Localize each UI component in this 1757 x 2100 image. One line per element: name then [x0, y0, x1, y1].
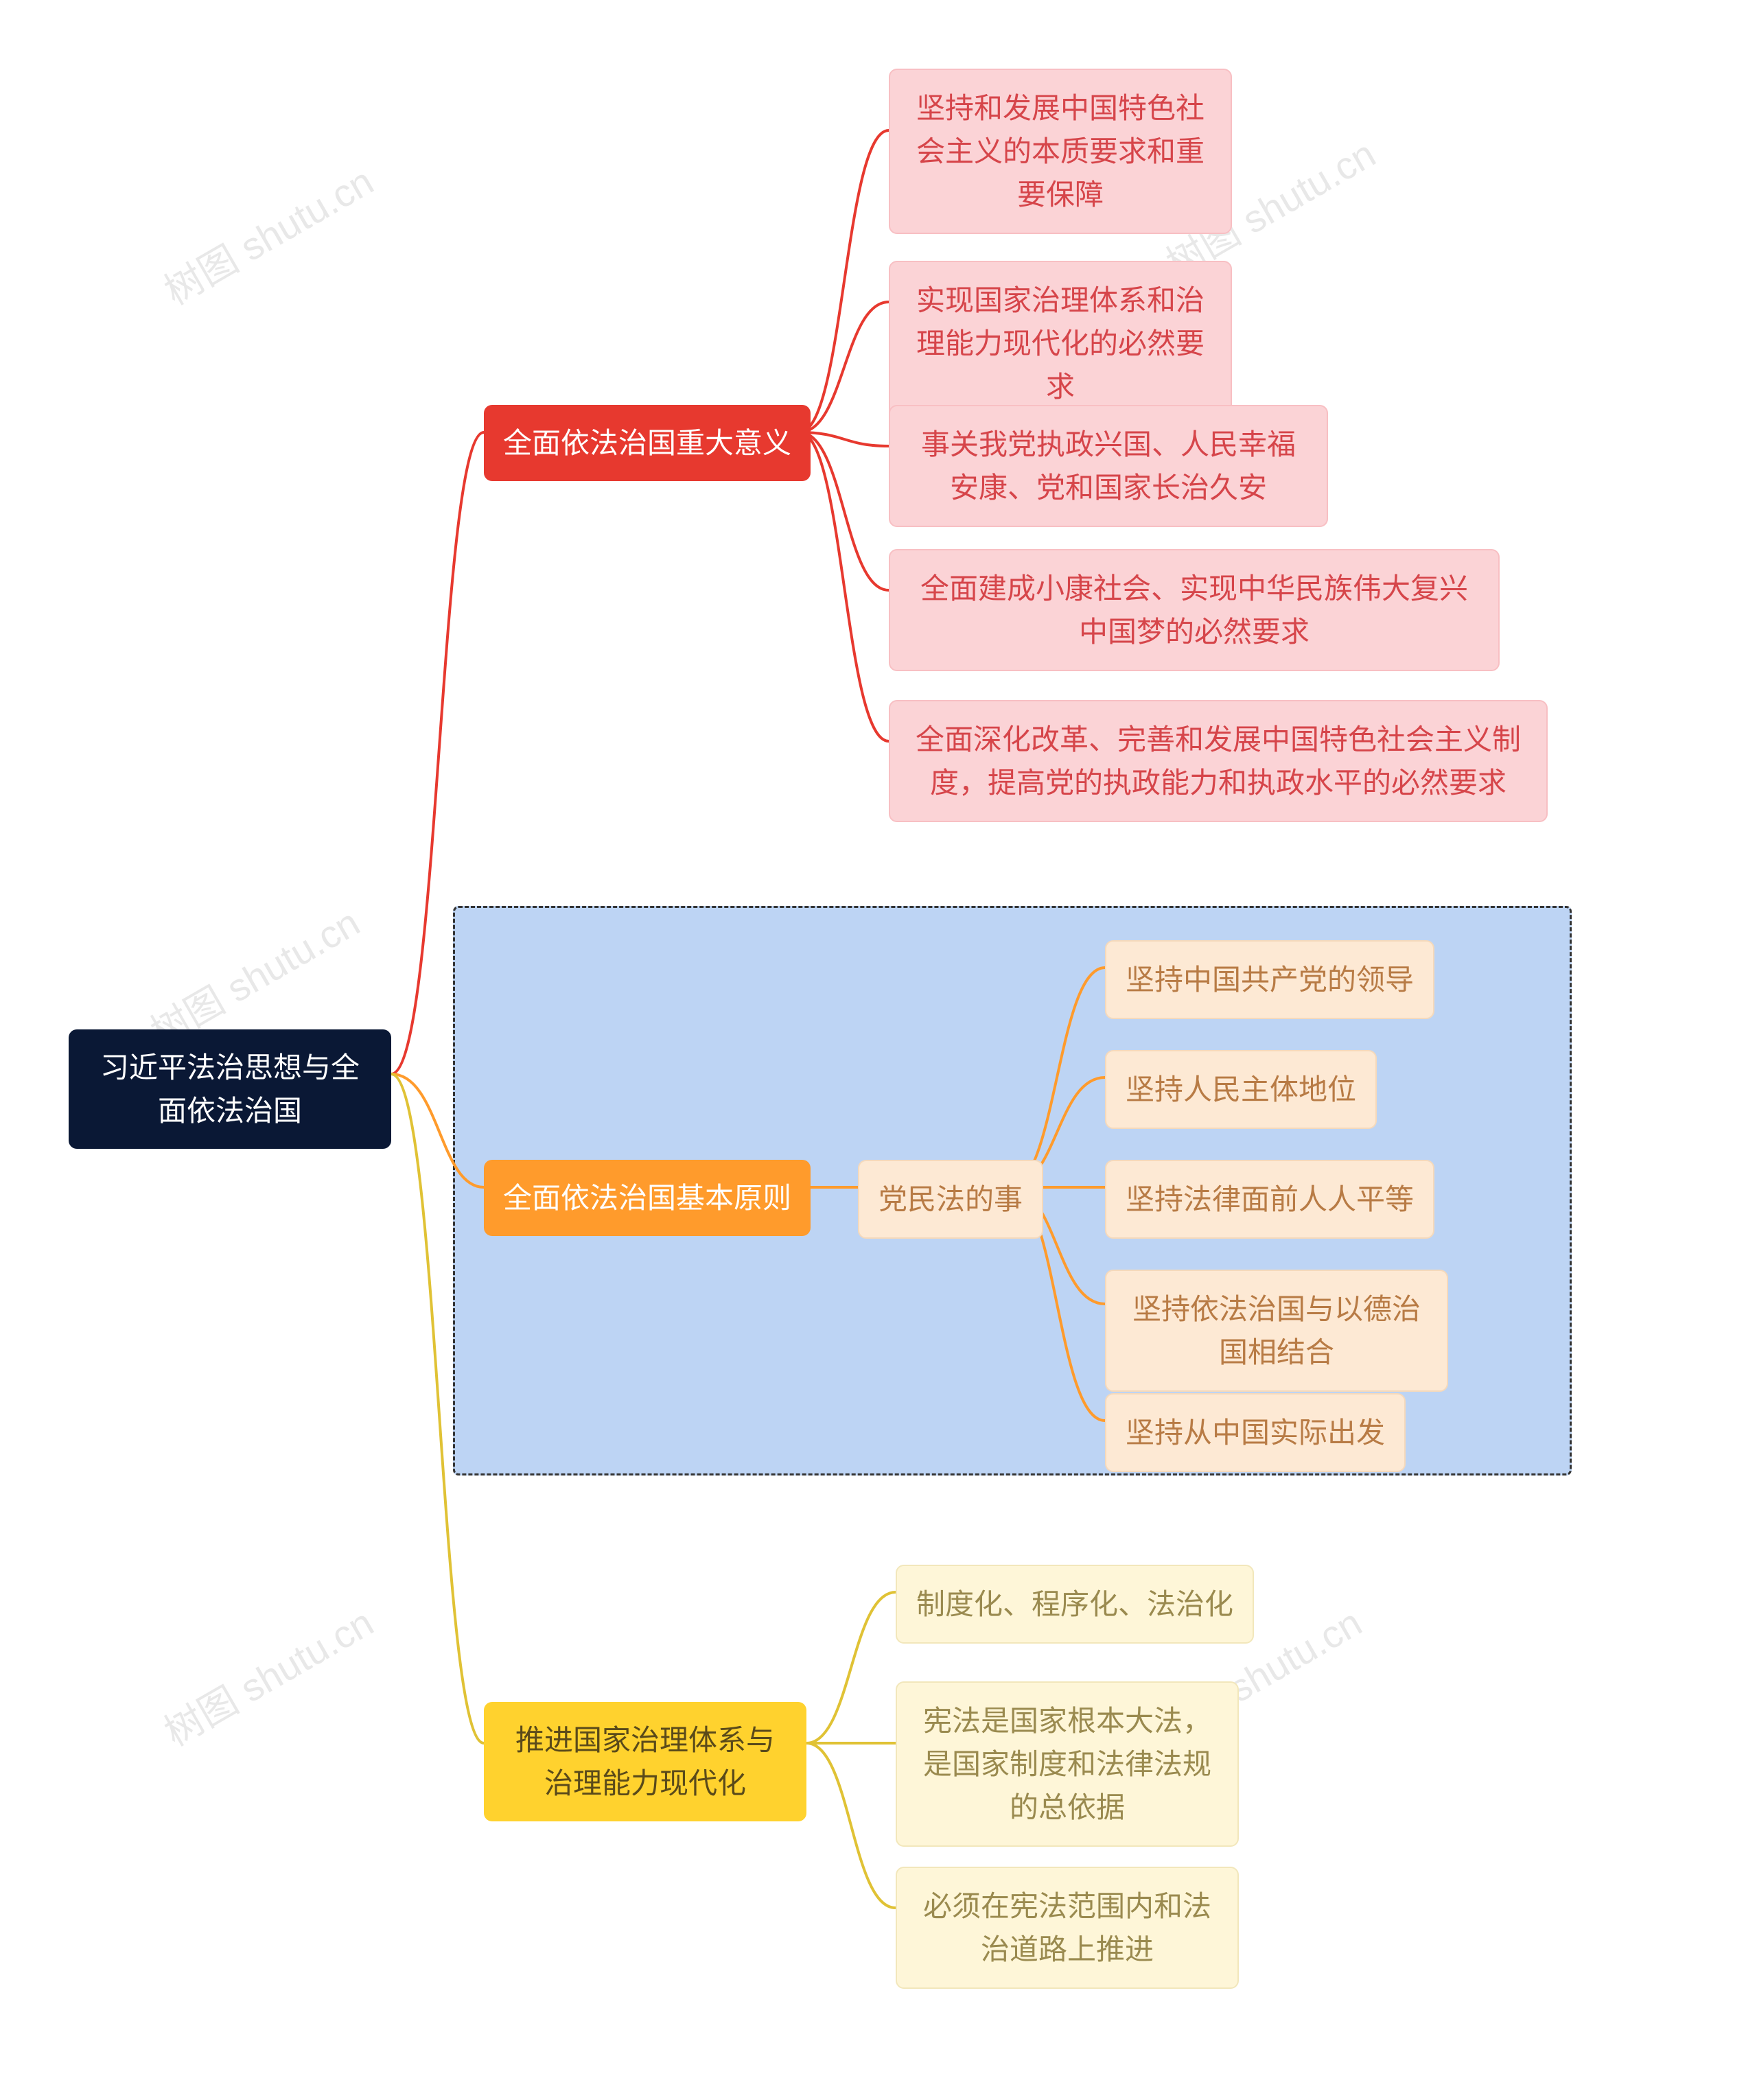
leaf-significance-2[interactable]: 事关我党执政兴国、人民幸福安康、党和国家长治久安	[889, 405, 1328, 527]
leaf-significance-3[interactable]: 全面建成小康社会、实现中华民族伟大复兴中国梦的必然要求	[889, 549, 1500, 671]
sub-principles[interactable]: 党民法的事	[858, 1160, 1043, 1239]
root-node[interactable]: 习近平法治思想与全面依法治国	[69, 1029, 391, 1149]
leaf-principle-3[interactable]: 坚持依法治国与以德治国相结合	[1105, 1270, 1448, 1392]
leaf-significance-0[interactable]: 坚持和发展中国特色社会主义的本质要求和重要保障	[889, 69, 1232, 234]
leaf-principle-0[interactable]: 坚持中国共产党的领导	[1105, 940, 1434, 1019]
leaf-governance-2[interactable]: 必须在宪法范围内和法治道路上推进	[896, 1867, 1239, 1989]
leaf-significance-4[interactable]: 全面深化改革、完善和发展中国特色社会主义制度，提高党的执政能力和执政水平的必然要…	[889, 700, 1548, 822]
branch-governance[interactable]: 推进国家治理体系与治理能力现代化	[484, 1702, 806, 1821]
leaf-governance-1[interactable]: 宪法是国家根本大法，是国家制度和法律法规的总依据	[896, 1681, 1239, 1847]
branch-principles[interactable]: 全面依法治国基本原则	[484, 1160, 811, 1236]
leaf-principle-2[interactable]: 坚持法律面前人人平等	[1105, 1160, 1434, 1239]
leaf-significance-1[interactable]: 实现国家治理体系和治理能力现代化的必然要求	[889, 261, 1232, 426]
branch-significance[interactable]: 全面依法治国重大意义	[484, 405, 811, 481]
watermark: 树图 shutu.cn	[152, 1593, 382, 1758]
leaf-principle-1[interactable]: 坚持人民主体地位	[1105, 1050, 1377, 1129]
leaf-principle-4[interactable]: 坚持从中国实际出发	[1105, 1393, 1406, 1472]
leaf-governance-0[interactable]: 制度化、程序化、法治化	[896, 1565, 1254, 1644]
mindmap-canvas: 树图 shutu.cn 树图 shutu.cn 树图 shutu.cn 树图 s…	[27, 55, 1730, 2045]
watermark: 树图 shutu.cn	[152, 152, 382, 316]
